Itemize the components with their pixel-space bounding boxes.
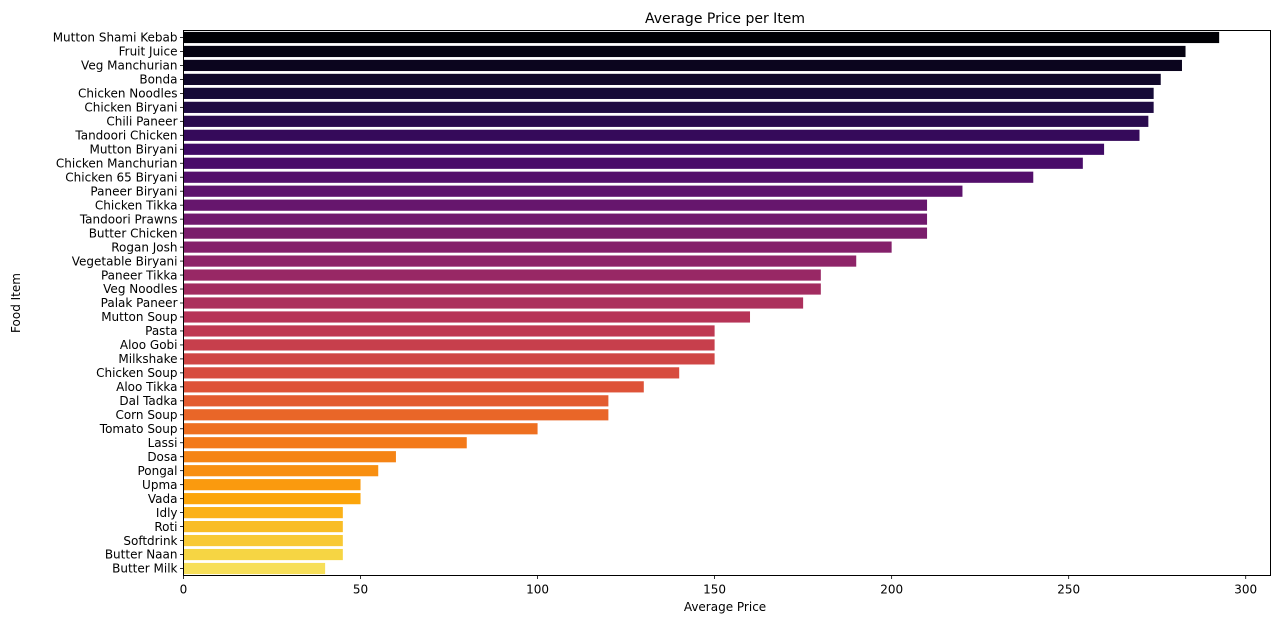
y-tick-label: Paneer Biryani (90, 184, 177, 198)
y-tick-label: Mutton Shami Kebab (53, 31, 178, 45)
bar (183, 507, 343, 519)
bar (183, 59, 1182, 72)
bar (183, 534, 343, 547)
y-tick-label: Aloo Tikka (116, 380, 177, 394)
x-axis-label: Average Price (684, 600, 766, 614)
x-tick-label: 0 (180, 583, 188, 597)
y-tick-label: Veg Manchurian (81, 59, 177, 73)
x-tick-label: 100 (526, 583, 549, 597)
y-tick-label: Butter Chicken (89, 226, 178, 240)
plot-frame (183, 30, 1271, 576)
bar (183, 87, 1154, 99)
bar (183, 101, 1154, 113)
bar (183, 325, 715, 337)
bar (183, 143, 1105, 155)
y-tick-label: Paneer Tikka (101, 268, 178, 282)
y-tick-label: Upma (142, 478, 177, 492)
bar (183, 185, 963, 197)
y-tick-label: Rogan Josh (111, 240, 177, 254)
y-tick-label: Tomato Soup (99, 422, 178, 436)
bar (183, 129, 1140, 141)
bar (183, 521, 343, 533)
y-tick-label: Mutton Soup (101, 310, 177, 324)
bar (183, 395, 609, 407)
y-tick-label: Dal Tadka (119, 394, 177, 408)
y-tick-label: Chicken Noodles (78, 87, 178, 101)
y-tick-label: Softdrink (123, 534, 177, 548)
y-tick-label: Chicken Biryani (84, 101, 177, 115)
bar (183, 171, 1034, 183)
y-tick-label: Fruit Juice (119, 45, 178, 59)
bar (183, 479, 361, 491)
x-tick-label: 150 (703, 583, 726, 597)
x-tick-label: 250 (1057, 583, 1080, 597)
bar (183, 423, 538, 435)
bar (183, 367, 680, 379)
y-tick-label: Chicken Soup (96, 366, 177, 380)
bar (183, 255, 857, 267)
bar (183, 213, 928, 225)
y-tick-label: Chicken 65 Biryani (65, 170, 177, 184)
y-tick-label: Vada (148, 492, 178, 506)
y-tick-label: Chili Paneer (106, 115, 177, 129)
bar (183, 353, 715, 365)
y-tick-label: Tandoori Prawns (79, 212, 178, 226)
bar (183, 115, 1149, 127)
y-tick-label: Pongal (137, 464, 177, 478)
bar (183, 437, 467, 449)
x-axis-ticks: 0 50 100 150 200 250 300 (180, 575, 1257, 597)
chart-title: Average Price per Item (645, 11, 805, 27)
bar (183, 199, 928, 211)
y-tick-label: Chicken Tikka (95, 198, 178, 212)
bar (183, 409, 609, 421)
y-tick-label: Bonda (139, 73, 177, 87)
bar (183, 339, 715, 351)
bar (183, 297, 804, 309)
y-tick-label: Dosa (147, 450, 177, 464)
x-tick-label: 300 (1234, 583, 1257, 597)
bar (183, 311, 751, 323)
bar (183, 73, 1161, 85)
x-tick-label: 50 (353, 583, 368, 597)
bar (183, 465, 379, 477)
y-tick-label: Aloo Gobi (120, 338, 178, 352)
y-tick-label: Roti (154, 520, 177, 534)
bar (183, 269, 821, 281)
bar (183, 157, 1083, 169)
bar (183, 45, 1186, 58)
y-tick-label: Tandoori Chicken (74, 129, 177, 143)
y-tick-label: Palak Paneer (101, 296, 178, 310)
bars-group (183, 31, 1220, 575)
y-tick-label: Milkshake (118, 352, 177, 366)
bar (183, 451, 396, 463)
bar (183, 227, 928, 239)
y-tick-label: Chicken Manchurian (56, 156, 178, 170)
bar (183, 548, 343, 561)
y-tick-label: Mutton Biryani (89, 142, 177, 156)
bar (183, 381, 644, 393)
bar (183, 31, 1220, 44)
x-tick-label: 200 (880, 583, 903, 597)
bar (183, 241, 892, 253)
bar (183, 493, 361, 505)
y-axis-label: Food Item (9, 273, 23, 333)
y-tick-label: Butter Milk (112, 562, 177, 576)
y-tick-label: Lassi (148, 436, 178, 450)
y-tick-label: Corn Soup (115, 408, 177, 422)
y-tick-label: Idly (156, 506, 178, 520)
bar (183, 562, 326, 575)
bar (183, 283, 821, 295)
y-tick-label: Vegetable Biryani (72, 254, 178, 268)
y-tick-label: Butter Naan (105, 548, 178, 562)
y-tick-label: Veg Noodles (103, 282, 177, 296)
y-tick-label: Pasta (145, 324, 177, 338)
